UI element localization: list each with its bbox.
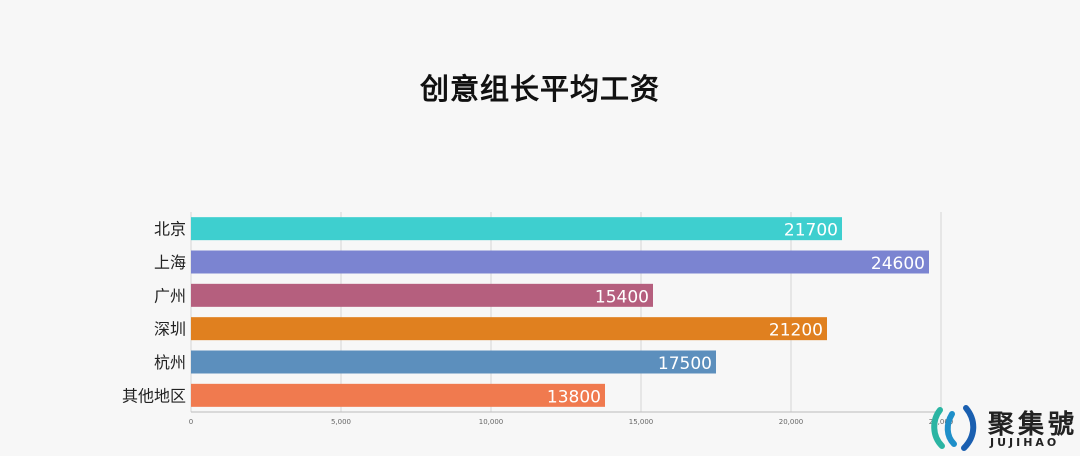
watermark-logo: 聚集號 JUJIHAO [930,402,1080,454]
x-tick-label: 10,000 [479,418,504,426]
category-label: 深圳 [154,320,186,339]
bar [191,250,929,274]
watermark-subtext: JUJIHAO [990,436,1060,449]
data-label: 21700 [784,221,838,241]
x-tick-label: 25,000 [929,418,954,426]
x-tick-label: 5,000 [331,418,351,426]
watermark-text: 聚集號 [988,410,1079,440]
category-label: 其他地区 [122,386,186,405]
x-tick-label: 20,000 [779,418,804,426]
data-label: 21200 [769,321,823,341]
x-tick-label: 15,000 [629,418,654,426]
data-label: 13800 [547,387,601,407]
category-label: 北京 [154,220,186,239]
bar [191,317,827,341]
bar [191,350,716,374]
bar [191,283,653,307]
bar [191,217,842,241]
data-label: 17500 [658,354,712,374]
data-label: 24600 [871,254,925,274]
chart-title: 创意组长平均工资 [419,72,660,106]
bar [191,383,605,407]
category-label: 上海 [154,253,186,272]
jujihao-logo-icon [931,405,977,451]
data-label: 15400 [595,287,649,307]
category-label: 杭州 [154,353,186,372]
category-label: 广州 [154,286,186,305]
x-tick-label: 0 [189,418,193,426]
